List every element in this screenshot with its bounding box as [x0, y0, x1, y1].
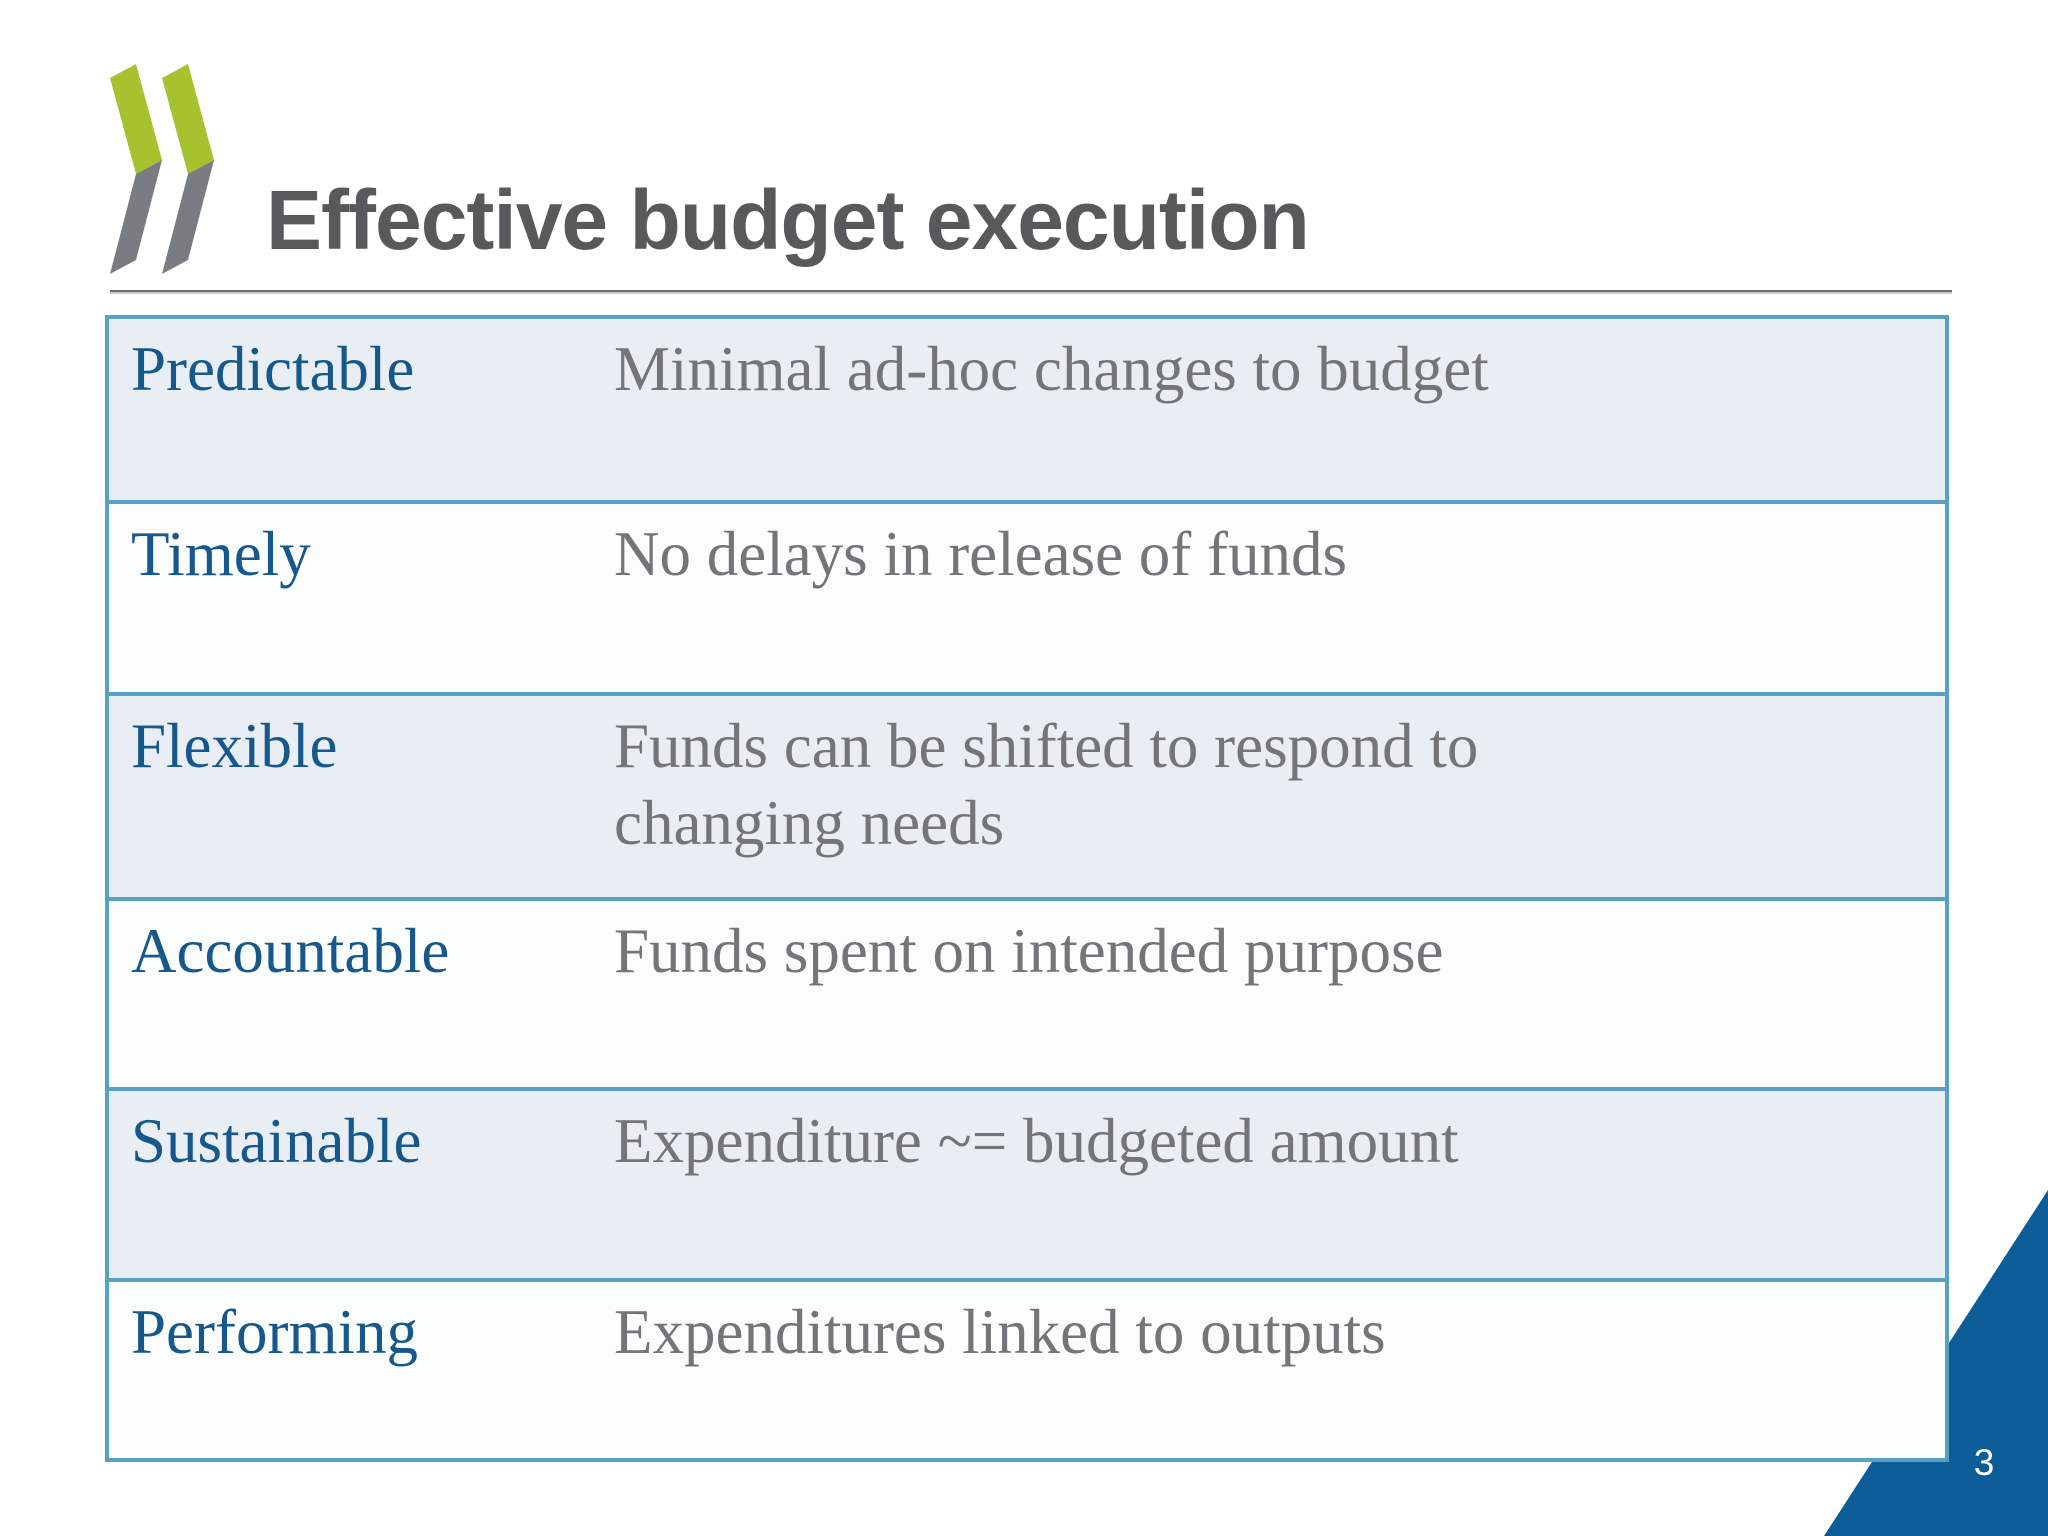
- row-description: Funds spent on intended purpose: [614, 916, 1444, 986]
- row-label: Timely: [131, 519, 311, 589]
- row-label: Accountable: [131, 916, 450, 986]
- table-row: Performing Expenditures linked to output…: [109, 1278, 1945, 1458]
- row-description: Funds can be shifted to respond to chang…: [614, 711, 1479, 858]
- header-divider: [110, 290, 1952, 294]
- chevron-right-icon: [162, 64, 214, 274]
- row-description: No delays in release of funds: [614, 519, 1348, 589]
- row-description: Expenditures linked to outputs: [614, 1297, 1386, 1367]
- row-label: Flexible: [131, 711, 338, 781]
- row-label: Predictable: [131, 334, 415, 404]
- table-row: Predictable Minimal ad-hoc changes to bu…: [109, 319, 1945, 500]
- row-label: Performing: [131, 1297, 418, 1367]
- row-description: Minimal ad-hoc changes to budget: [614, 334, 1489, 404]
- page-title: Effective budget execution: [266, 173, 1310, 268]
- table-row: Sustainable Expenditure ~= budgeted amou…: [109, 1087, 1945, 1278]
- row-description: Expenditure ~= budgeted amount: [614, 1106, 1459, 1176]
- chevron-left-icon: [110, 64, 162, 274]
- row-label: Sustainable: [131, 1106, 422, 1176]
- page-number: 3: [1973, 1442, 1995, 1483]
- table-row: Flexible Funds can be shifted to respond…: [109, 692, 1945, 897]
- table-row: Accountable Funds spent on intended purp…: [109, 897, 1945, 1087]
- table-row: Timely No delays in release of funds: [109, 500, 1945, 692]
- budget-criteria-table: Predictable Minimal ad-hoc changes to bu…: [105, 315, 1949, 1462]
- oecd-chevrons-icon: [110, 64, 214, 274]
